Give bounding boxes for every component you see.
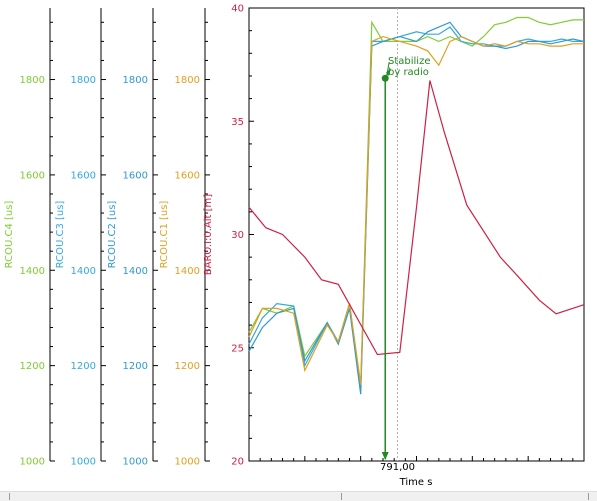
x-tick-label: 791,00 <box>380 462 415 473</box>
y-tick-label: 1400 <box>71 266 96 277</box>
series-line-baro-i-0-alt <box>248 80 585 356</box>
scroll-marker <box>9 493 10 500</box>
y-tick-label: 1200 <box>175 361 200 372</box>
scroll-marker <box>341 493 342 500</box>
series-line-rcou-c3 <box>248 26 584 390</box>
y-tick-label: 1600 <box>175 170 200 181</box>
y-tick-label: 25 <box>231 343 244 354</box>
series-line-rcou-c2 <box>248 21 585 395</box>
y-tick-label: 1000 <box>123 457 148 468</box>
y-axis-label: RCOU.C4 [us] <box>4 201 15 269</box>
y-tick-label: 1800 <box>123 75 148 86</box>
y-tick-label: 1000 <box>20 457 45 468</box>
y-tick-label: 1400 <box>175 266 200 277</box>
y-tick-label: 1200 <box>71 361 96 372</box>
y-tick-label: 1400 <box>20 266 45 277</box>
y-tick-label: 1600 <box>20 170 45 181</box>
y-tick-label: 1200 <box>123 361 148 372</box>
y-tick-label: 1000 <box>71 457 96 468</box>
y-tick-label: 40 <box>231 4 244 15</box>
left-axes: 1000 1200 1400 1600 1800 RCOU.C4 [us] 1000 1200… <box>4 4 254 468</box>
series-line-rcou-c4 <box>248 16 584 385</box>
annotation-text: by radio <box>388 67 429 78</box>
series-line-rcou-c1 <box>248 35 584 385</box>
annotation-text: Stabilize <box>388 56 430 67</box>
event-arrow-down <box>381 452 389 460</box>
horizontal-scrollbar[interactable] <box>0 491 597 501</box>
scroll-marker <box>588 493 589 500</box>
event-point <box>381 74 389 82</box>
y-tick-label: 30 <box>231 230 244 241</box>
y-tick-label: 35 <box>231 117 244 128</box>
y-axis-label: RCOU.C2 [us] <box>107 201 118 269</box>
y-axis-label: BARO.I:0.Alt [m] <box>203 194 214 276</box>
y-tick-label: 1800 <box>71 75 96 86</box>
y-axis-label: RCOU.C1 [us] <box>159 201 170 269</box>
x-axis-label: Time s <box>399 477 433 488</box>
y-tick-label: 1800 <box>175 75 200 86</box>
y-tick-label: 1800 <box>20 75 45 86</box>
y-tick-label: 20 <box>231 457 244 468</box>
y-tick-label: 1600 <box>123 170 148 181</box>
event-arrow-up <box>386 68 392 77</box>
y-tick-label: 1000 <box>175 457 200 468</box>
y-tick-label: 1600 <box>71 170 96 181</box>
y-axis-label: RCOU.C3 [us] <box>55 201 66 269</box>
y-tick-label: 1400 <box>123 266 148 277</box>
y-tick-label: 1200 <box>20 361 45 372</box>
